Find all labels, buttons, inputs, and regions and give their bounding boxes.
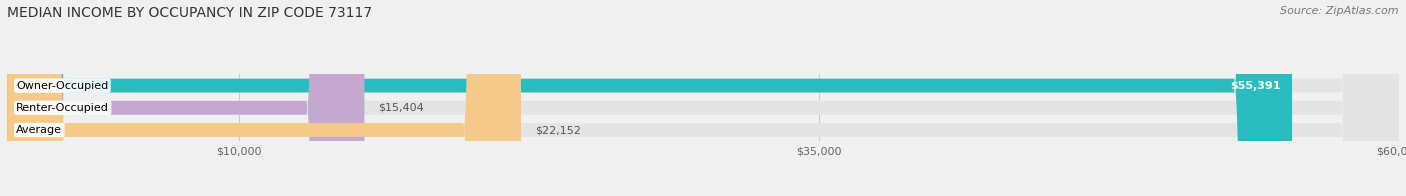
FancyBboxPatch shape [7, 0, 522, 196]
Text: MEDIAN INCOME BY OCCUPANCY IN ZIP CODE 73117: MEDIAN INCOME BY OCCUPANCY IN ZIP CODE 7… [7, 6, 373, 20]
Text: $55,391: $55,391 [1230, 81, 1281, 91]
Text: Source: ZipAtlas.com: Source: ZipAtlas.com [1281, 6, 1399, 16]
FancyBboxPatch shape [7, 0, 364, 196]
FancyBboxPatch shape [7, 0, 1399, 196]
Text: Renter-Occupied: Renter-Occupied [17, 103, 110, 113]
FancyBboxPatch shape [7, 0, 1399, 196]
Text: Owner-Occupied: Owner-Occupied [17, 81, 108, 91]
Text: Average: Average [17, 125, 62, 135]
FancyBboxPatch shape [7, 0, 1399, 196]
Text: $15,404: $15,404 [378, 103, 425, 113]
Text: $22,152: $22,152 [534, 125, 581, 135]
FancyBboxPatch shape [7, 0, 1292, 196]
